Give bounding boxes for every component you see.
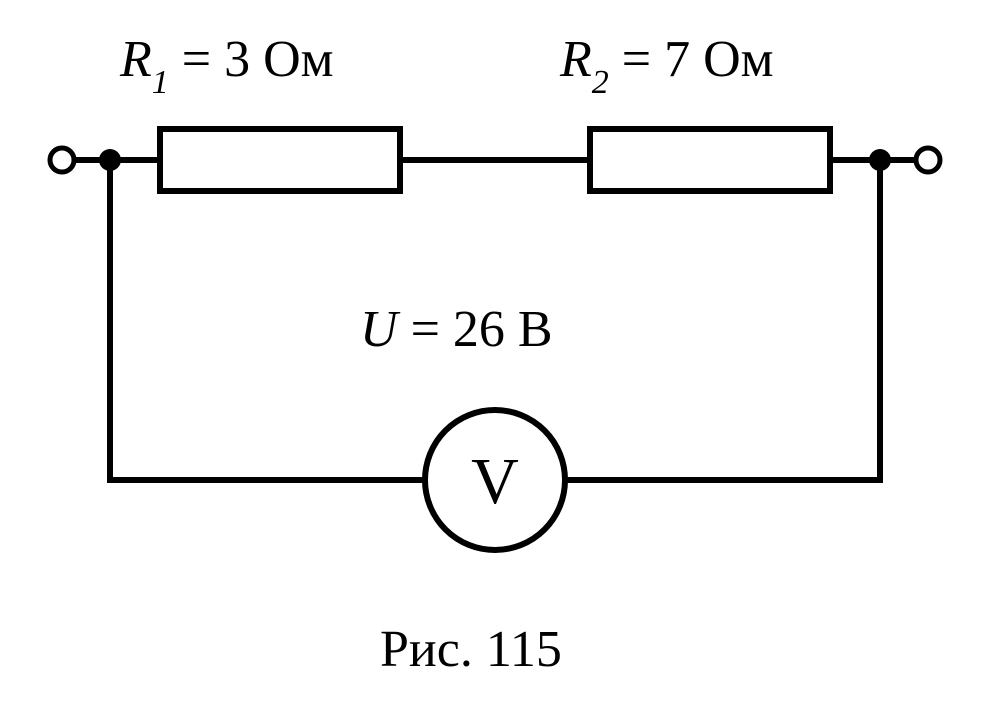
u-eq: =	[398, 301, 453, 358]
r1-var: R	[120, 31, 152, 88]
r2-eq: =	[609, 31, 664, 88]
r2-val: 7	[664, 31, 690, 88]
r1-eq: =	[169, 31, 224, 88]
voltmeter-letter: V	[471, 445, 519, 518]
r1-sub: 1	[152, 64, 169, 101]
r1-label: R1 = 3 Ом	[120, 30, 334, 96]
r1-val: 3	[224, 31, 250, 88]
figure-caption: Рис. 115	[380, 620, 562, 679]
u-var: U	[360, 301, 398, 358]
r2-label: R2 = 7 Ом	[560, 30, 774, 96]
u-label: U = 26 В	[360, 300, 553, 359]
u-unit: В	[505, 301, 553, 358]
r2-unit: Ом	[690, 31, 773, 88]
r1-unit: Ом	[250, 31, 333, 88]
r2-var: R	[560, 31, 592, 88]
r2-sub: 2	[592, 64, 609, 101]
circuit-stage: R1 = 3 Ом R2 = 7 Ом U = 26 В V Рис. 115	[0, 0, 989, 706]
u-val: 26	[453, 301, 505, 358]
